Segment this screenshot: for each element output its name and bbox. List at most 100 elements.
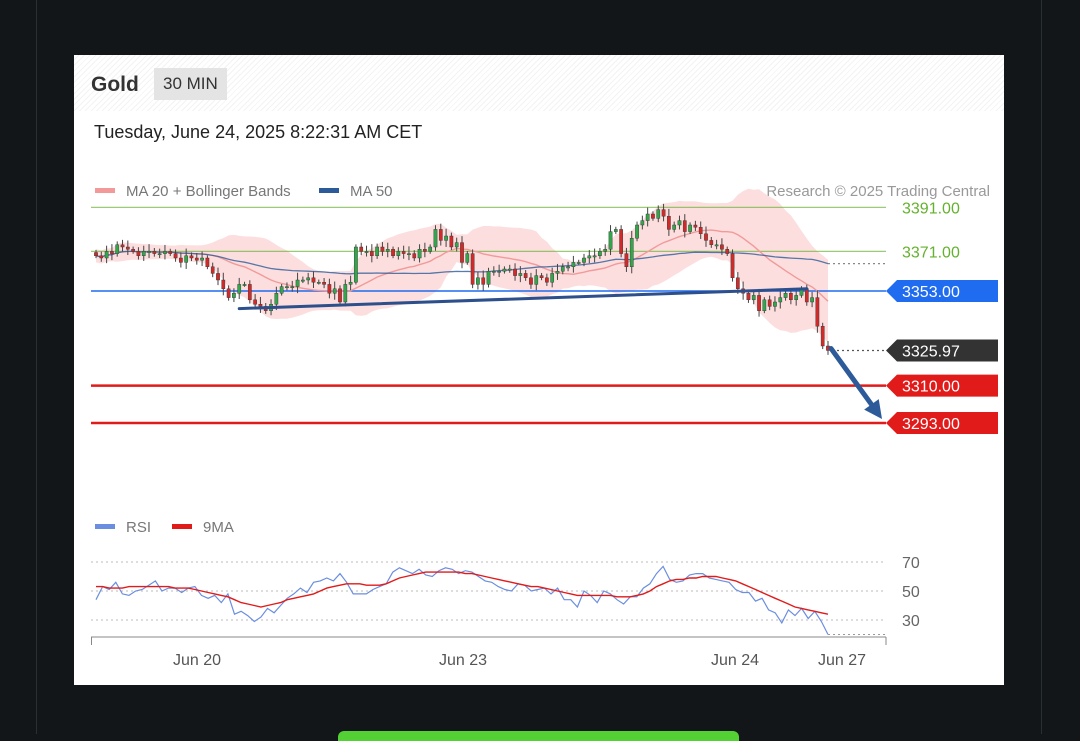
rsi-tick-70: 70 — [902, 555, 920, 572]
candle — [460, 236, 464, 269]
x-tick-label: Jun 20 — [173, 652, 221, 669]
candle — [513, 263, 517, 281]
candle-body — [746, 292, 751, 300]
candle-body — [603, 248, 608, 252]
candle-body — [688, 224, 692, 232]
candle — [380, 242, 385, 256]
candle — [316, 279, 321, 285]
candle-body — [99, 255, 104, 259]
candle — [184, 248, 189, 269]
trend-annotations — [237, 287, 882, 419]
candle-body — [449, 235, 454, 248]
level-tags: 3391.00 3371.00 3353.00 3325.97 3310.00 3293.… — [886, 200, 998, 434]
x-tick-label: Jun 23 — [439, 652, 487, 669]
candle — [720, 238, 724, 256]
candle — [619, 225, 623, 258]
candle-body — [815, 297, 820, 327]
candle — [714, 239, 719, 250]
candle-body — [667, 215, 671, 230]
candle-body — [125, 246, 130, 250]
candle — [120, 239, 125, 252]
candle-body — [380, 246, 385, 252]
candle — [226, 285, 231, 301]
candle-body — [147, 251, 151, 253]
candle — [99, 251, 104, 262]
candle-body — [274, 292, 279, 305]
candle-body — [407, 253, 411, 256]
candle — [582, 253, 586, 267]
candle — [454, 237, 459, 252]
candle-body — [110, 251, 114, 254]
candle-body — [136, 251, 141, 256]
ma9-legend-swatch — [172, 524, 192, 529]
candle-body — [120, 244, 125, 248]
candle — [598, 247, 602, 259]
candle — [773, 296, 777, 312]
candle-body — [412, 253, 417, 259]
candle — [645, 207, 650, 227]
candle — [285, 282, 289, 291]
candle — [375, 243, 379, 259]
bollinger-band — [96, 188, 828, 343]
rsi-legend-swatch — [95, 524, 115, 529]
candle — [534, 269, 539, 291]
candle-body — [359, 246, 364, 252]
candle — [789, 288, 793, 305]
candle-body — [168, 251, 173, 254]
candle-body — [608, 231, 613, 250]
candle — [110, 244, 114, 261]
candle-body — [534, 275, 539, 285]
candle — [311, 271, 316, 289]
candle-body — [417, 248, 422, 259]
candle — [343, 279, 348, 307]
candle — [200, 251, 204, 267]
candle — [449, 232, 454, 251]
candle-body — [205, 257, 210, 268]
candle-body — [635, 224, 639, 239]
bollinger-band-fill — [96, 188, 828, 343]
instrument-title: Gold — [91, 73, 139, 96]
candle — [338, 285, 342, 306]
research-credit: Research © 2025 Trading Central — [766, 183, 990, 200]
candle — [810, 291, 814, 308]
candle-body — [279, 286, 284, 294]
candle — [364, 245, 369, 257]
candle — [592, 248, 597, 263]
candle — [603, 244, 608, 256]
candle-body — [629, 237, 634, 267]
ma50-legend-label: MA 50 — [350, 183, 393, 200]
candle-body — [640, 220, 645, 226]
candle-body — [539, 275, 544, 279]
candle-body — [714, 244, 719, 247]
candle — [677, 215, 682, 230]
support_2-tag-label: 3293.00 — [902, 416, 960, 433]
candle — [179, 252, 183, 268]
candle-body — [327, 284, 332, 294]
candle — [502, 266, 507, 274]
candle-body — [216, 273, 220, 281]
candle — [794, 288, 799, 306]
candle — [667, 208, 671, 236]
candle — [491, 266, 496, 276]
cta-button-top-edge[interactable] — [338, 731, 739, 741]
timeframe-badge[interactable]: 30 MIN — [154, 68, 227, 100]
candle-body — [285, 286, 289, 289]
candle — [566, 261, 570, 272]
candle-body — [338, 288, 342, 303]
candle-body — [582, 257, 586, 263]
candle-body — [720, 244, 724, 250]
candle — [348, 275, 353, 291]
x-tick-label: Jun 27 — [818, 652, 866, 669]
candle — [232, 288, 236, 303]
candle-body — [470, 253, 475, 285]
candle-body — [444, 235, 448, 241]
candle — [550, 267, 555, 288]
resistance_1-label: 3371.00 — [902, 244, 960, 261]
candle — [94, 249, 98, 259]
candle-body — [491, 270, 496, 273]
pivot-tag-shape — [886, 280, 998, 302]
candle-body — [820, 326, 825, 347]
candle-body — [656, 209, 661, 219]
candle — [815, 290, 820, 333]
chart-header: Gold 30 MIN — [74, 55, 1004, 111]
